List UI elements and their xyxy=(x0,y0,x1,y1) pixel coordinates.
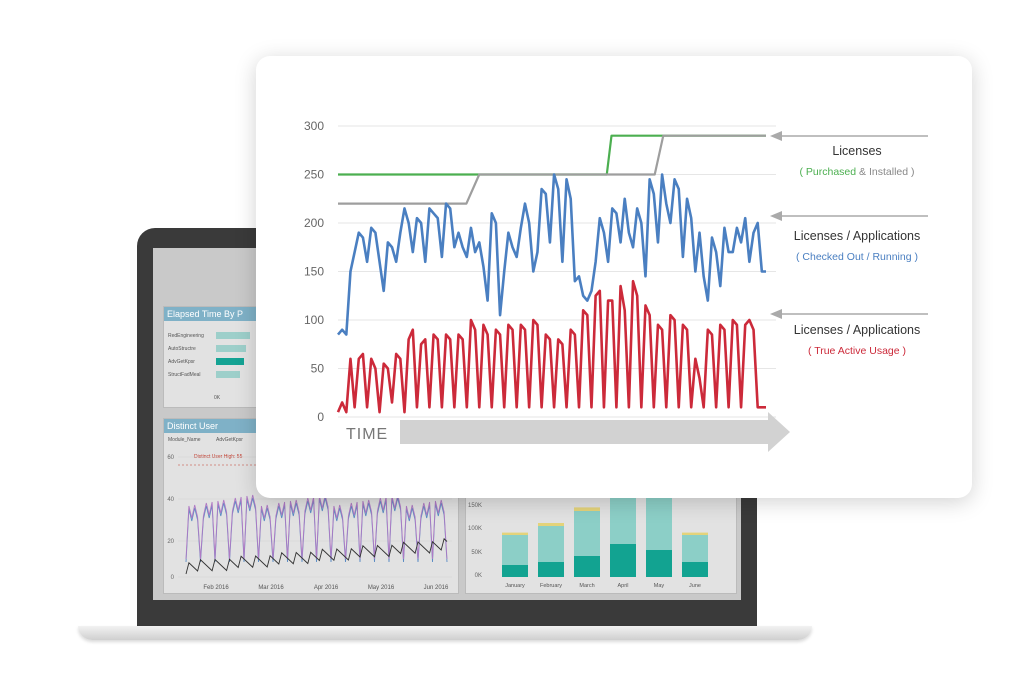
annotation-licenses: Licenses ( Purchased & Installed ) xyxy=(762,144,952,178)
module-name-label: Module_Name xyxy=(168,437,201,443)
mini-series-purple xyxy=(185,494,448,560)
series-line-2 xyxy=(338,134,766,205)
bars-y-tick: 100K xyxy=(468,526,482,532)
mini-y-tick: 0 xyxy=(171,575,175,581)
elapsed-row-bar xyxy=(216,332,250,339)
bar-segment-cap xyxy=(502,532,528,535)
elapsed-row-bar xyxy=(216,358,244,365)
annotation-amp-label: & xyxy=(856,166,869,178)
mini-series-blue xyxy=(185,497,448,563)
series-line-1 xyxy=(338,134,766,176)
y-tick-label: 150 xyxy=(304,265,324,279)
bar-segment-bottom xyxy=(610,544,636,577)
bar-segment-cap xyxy=(538,523,564,526)
elapsed-row-label: AdvGetKpsr xyxy=(168,359,195,365)
elapsed-row-bar xyxy=(216,345,246,352)
elapsed-row-label: AutoStructre xyxy=(168,346,196,352)
annotation-active-usage-subtitle: ( True Active Usage ) xyxy=(807,345,907,357)
monthly-bars-mini-chart: 150K 100K 50K 0K January February March April Ma… xyxy=(468,497,708,589)
y-tick-label: 200 xyxy=(304,216,324,230)
annotation-arrowhead-2 xyxy=(770,211,782,221)
bar-segment-top xyxy=(574,511,600,556)
elapsed-row-label: RedEngineering xyxy=(168,333,204,339)
bars-month-label: May xyxy=(654,583,665,589)
bars-y-tick: 50K xyxy=(471,550,482,556)
license-usage-chart: 0 50 100 150 200 250 300 TIME xyxy=(304,119,928,452)
elapsed-axis-label: 0K xyxy=(214,395,221,401)
laptop-base xyxy=(78,626,812,640)
annotation-checked-out-subtitle: ( Checked Out / Running ) xyxy=(796,251,918,263)
series-line-3 xyxy=(337,173,766,336)
bars-month-label: February xyxy=(540,583,562,589)
mini-x-tick: Feb 2016 xyxy=(203,585,229,591)
annotation-active-usage-title: Licenses / Applications xyxy=(793,323,921,337)
elapsed-row-label: StructFadMeal xyxy=(168,372,201,378)
mini-y-tick: 40 xyxy=(167,497,174,503)
elapsed-time-panel: Elapsed Time By P RedEngineering AutoStru… xyxy=(163,306,263,408)
monthly-bars-panel: 150K 100K 50K 0K January February March April Ma… xyxy=(465,496,737,594)
x-axis-label: TIME xyxy=(346,426,388,443)
bars-month-label: June xyxy=(689,583,701,589)
series-line-4 xyxy=(336,279,766,414)
annotation-checked-out: Licenses / Applications ( Checked Out / … xyxy=(762,229,952,263)
y-tick-label: 100 xyxy=(304,313,324,327)
bar-segment-top xyxy=(610,497,636,544)
annotation-arrowhead-1 xyxy=(770,131,782,141)
y-tick-label: 50 xyxy=(311,362,325,376)
y-tick-label: 0 xyxy=(317,410,324,424)
annotation-licenses-title: Licenses xyxy=(832,144,882,158)
annotation-installed-label: Installed ) xyxy=(868,166,915,178)
bar-segment-top xyxy=(646,497,672,550)
bars-month-label: April xyxy=(617,583,628,589)
bars-y-tick: 0K xyxy=(475,573,482,579)
bar-segment-cap xyxy=(574,507,600,511)
mini-y-tick: 60 xyxy=(167,455,174,461)
y-tick-label: 300 xyxy=(304,119,324,133)
bar-segment-bottom xyxy=(646,550,672,577)
bar-segment-top xyxy=(502,535,528,565)
mini-x-tick: Mar 2016 xyxy=(258,585,284,591)
mini-y-tick: 20 xyxy=(167,539,174,545)
elapsed-row-bar xyxy=(216,371,240,378)
annotation-arrowhead-3 xyxy=(770,309,782,319)
time-arrow xyxy=(400,412,790,452)
mini-x-tick: May 2016 xyxy=(368,585,395,591)
bar-segment-bottom xyxy=(502,565,528,577)
bar-segment-top xyxy=(538,526,564,562)
annotation-purchased-label: ( Purchased xyxy=(799,166,857,178)
mini-x-tick: Jun 2016 xyxy=(424,585,449,591)
bars-month-label: January xyxy=(505,583,525,589)
annotation-licenses-subtitle: ( Purchased & Installed ) xyxy=(762,166,952,178)
bar-segment-bottom xyxy=(682,562,708,577)
elapsed-time-title: Elapsed Time By P xyxy=(164,307,262,321)
bars-y-tick: 150K xyxy=(468,503,482,509)
mini-x-tick: Apr 2016 xyxy=(314,585,339,591)
chart-card: 0 50 100 150 200 250 300 TIME Licenses ( Purcha… xyxy=(256,56,972,498)
bar-segment-top xyxy=(682,535,708,562)
legend-item-label: AdvGetKpsr xyxy=(216,437,243,443)
annotation-checked-out-title: Licenses / Applications xyxy=(793,229,921,243)
mini-series-black xyxy=(185,537,448,575)
bar-segment-bottom xyxy=(574,556,600,577)
y-tick-label: 250 xyxy=(304,168,324,182)
bars-month-label: March xyxy=(579,583,594,589)
bar-segment-cap xyxy=(682,532,708,535)
annotation-active-usage: Licenses / Applications ( True Active Us… xyxy=(762,323,952,357)
bar-segment-bottom xyxy=(538,562,564,577)
